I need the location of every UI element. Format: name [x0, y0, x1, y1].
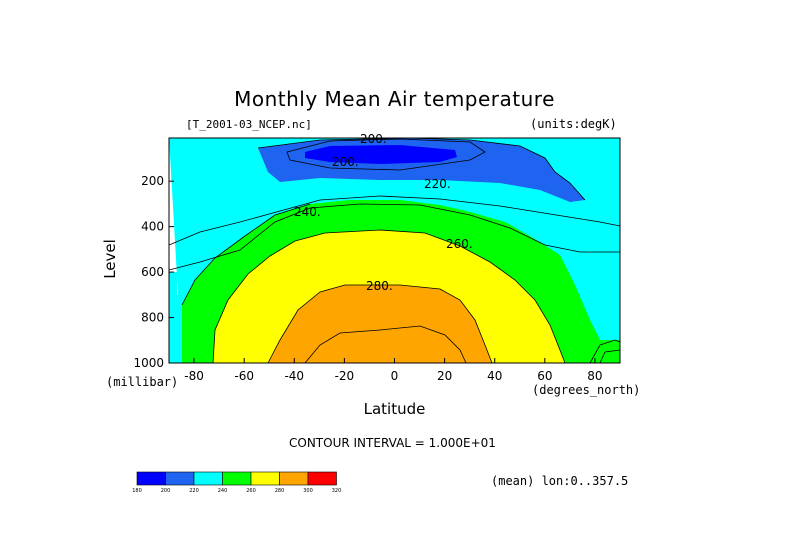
colorbar-swatch	[222, 471, 252, 486]
colorbar-tick-label: 320	[332, 488, 342, 494]
contour-lines	[168, 137, 621, 364]
y-axis-ticks: 200 400 600 800 1000	[133, 174, 174, 370]
contour-interval-note: CONTOUR INTERVAL = 1.000E+01	[289, 436, 496, 450]
contour-label: 200.	[360, 132, 387, 146]
contour-label: 260.	[446, 237, 473, 251]
x-tick-label: 60	[537, 369, 552, 383]
colorbar-swatch	[307, 471, 337, 486]
y-axis-unit: (millibar)	[106, 375, 179, 389]
colorbar-tick-label: 220	[189, 488, 199, 494]
colorbar-swatch	[250, 471, 280, 486]
plot-area: 200.200. 220. 240. 260. 280.	[168, 132, 621, 364]
x-axis-label: Latitude	[363, 400, 426, 418]
y-tick-label: 600	[141, 265, 164, 279]
colorbar-tick-label: 200	[161, 488, 171, 494]
colorbar-swatch	[165, 471, 195, 486]
colorbar-tick-label: 260	[246, 488, 256, 494]
y-tick-label: 800	[141, 311, 164, 325]
mean-note: (mean) lon:0..357.5	[491, 474, 629, 488]
colorbar-tick-label: 280	[275, 488, 285, 494]
band-280-300	[268, 285, 492, 363]
x-tick-label: 40	[487, 369, 502, 383]
chart-title: Monthly Mean Air temperature	[234, 87, 555, 111]
x-tick-label: -60	[234, 369, 254, 383]
x-tick-label: 0	[391, 369, 399, 383]
colorbar-swatch	[279, 471, 309, 486]
colorbar-swatch	[136, 471, 166, 486]
y-tick-label: 1000	[133, 356, 164, 370]
colorbar-tick-label: 180	[132, 488, 142, 494]
colorbar-tick-label: 300	[303, 488, 313, 494]
x-tick-label: 20	[437, 369, 452, 383]
file-label: [T_2001-03_NCEP.nc]	[186, 118, 312, 131]
x-tick-label: 80	[587, 369, 602, 383]
band-180-200	[305, 145, 457, 164]
x-tick-label: -80	[184, 369, 204, 383]
colorbar: 180 200 220 240 260 280 300 320	[132, 471, 342, 494]
x-tick-label: -20	[335, 369, 355, 383]
y-tick-label: 400	[141, 220, 164, 234]
contour-label: 280.	[366, 279, 393, 293]
contour-label: 220.	[424, 177, 451, 191]
x-axis-unit: (degrees_north)	[532, 383, 641, 397]
colorbar-swatch	[193, 471, 223, 486]
contour-label: 200.	[332, 155, 359, 169]
y-tick-label: 200	[141, 174, 164, 188]
contour-labels: 200.200. 220. 240. 260. 280.	[294, 132, 473, 293]
x-axis-ticks: -80 -60 -40 -20 0 20 40 60 80	[184, 358, 603, 383]
units-label: (units:degK)	[530, 117, 617, 131]
x-tick-label: -40	[284, 369, 304, 383]
colorbar-tick-label: 240	[218, 488, 228, 494]
contour-label: 240.	[294, 205, 321, 219]
